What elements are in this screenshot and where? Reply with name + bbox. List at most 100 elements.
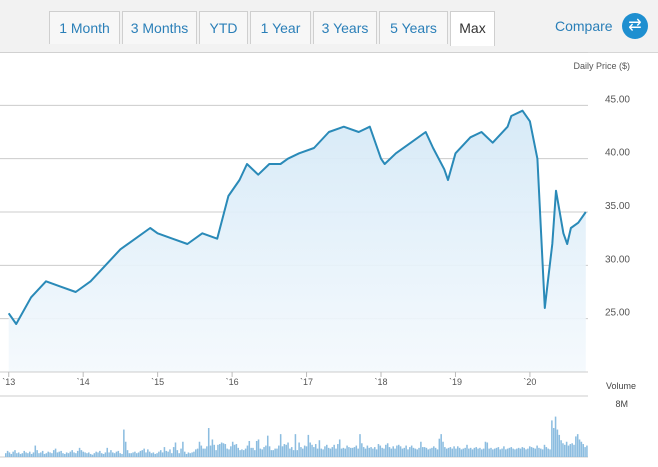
y-tick-label: 25.00 [605, 308, 630, 319]
volume-bar [322, 449, 324, 458]
volume-bar [484, 441, 487, 457]
volume-bar [469, 447, 472, 457]
volume-bar [390, 448, 393, 457]
volume-bar [436, 449, 439, 458]
volume-bar [397, 444, 400, 457]
volume-bar [261, 449, 263, 458]
tab-3-years[interactable]: 3 Years [313, 11, 377, 44]
tab-max[interactable]: Max [450, 11, 495, 46]
volume-bar [412, 447, 415, 457]
volume-bar [135, 453, 138, 457]
volume-bar [196, 448, 199, 457]
volume-bar [453, 446, 455, 457]
volume-bar [95, 451, 97, 457]
volume-bar [243, 450, 245, 457]
volume-bar [307, 434, 310, 457]
volume-bar [303, 445, 306, 457]
volume-bar [110, 450, 112, 457]
tab-5-years[interactable]: 5 Years [379, 11, 448, 44]
volume-bar [172, 447, 175, 457]
volume-bar [565, 441, 568, 457]
volume-bar [394, 448, 396, 457]
volume-bar [536, 445, 538, 457]
volume-bar [159, 450, 162, 457]
volume-bar [23, 450, 25, 457]
volume-bar [575, 436, 577, 457]
y-tick-label: 35.00 [605, 201, 630, 212]
volume-bar [119, 453, 121, 457]
volume-bar [180, 448, 182, 457]
volume-bar [132, 452, 134, 458]
volume-bar [545, 447, 548, 457]
volume-bar [193, 451, 195, 457]
volume-bar [215, 450, 217, 457]
volume-bar [161, 452, 164, 458]
volume-bar [141, 450, 144, 457]
volume-bar [183, 451, 186, 457]
volume-bar [338, 439, 341, 457]
volume-bar [241, 449, 243, 458]
volume-bar [388, 447, 391, 457]
volume-bar [495, 447, 498, 457]
volume-bar [342, 447, 345, 457]
volume-bar [586, 445, 588, 457]
tab-3-months[interactable]: 3 Months [122, 11, 197, 44]
volume-bar [292, 450, 295, 457]
volume-bar [479, 447, 481, 457]
volume-bar [541, 449, 544, 458]
volume-bar [283, 444, 286, 457]
volume-bar [34, 445, 37, 457]
volume-bar [12, 451, 14, 457]
volume-bar [442, 441, 444, 457]
volume-bar [560, 440, 562, 458]
swap-arrows-icon[interactable]: ⇄ [622, 13, 648, 39]
volume-bar [457, 446, 459, 457]
volume-bar [224, 444, 227, 457]
tab-1-year[interactable]: 1 Year [250, 11, 311, 44]
tab-ytd[interactable]: YTD [199, 11, 248, 44]
volume-bar [19, 453, 22, 457]
volume-bar [423, 447, 426, 457]
volume-bar [449, 447, 452, 457]
volume-bar [504, 449, 507, 458]
volume-bar [47, 451, 49, 457]
tab-1-month[interactable]: 1 Month [49, 11, 120, 44]
volume-bar [248, 440, 251, 457]
price-line [7, 109, 587, 325]
volume-bars [0, 395, 588, 458]
x-tick-label: `14 [77, 377, 90, 387]
volume-bar [431, 447, 433, 457]
volume-bar [112, 452, 114, 458]
volume-bar [226, 448, 228, 457]
volume-bar [475, 447, 477, 457]
volume-bar [444, 447, 446, 457]
volume-bar [78, 447, 81, 457]
volume-bar [556, 429, 559, 457]
volume-bar [407, 449, 409, 458]
volume-bar [333, 444, 335, 457]
volume-bar [396, 445, 398, 457]
volume-bar [421, 447, 424, 457]
volume-bar [314, 444, 317, 457]
volume-bar [6, 450, 9, 457]
volume-bar [320, 448, 323, 457]
volume-bar [244, 448, 247, 457]
volume-bar [451, 448, 454, 457]
volume-bar [383, 448, 385, 457]
volume-bar [414, 448, 417, 457]
volume-bar [82, 451, 85, 457]
compare-button[interactable]: Compare [555, 18, 613, 34]
volume-bar [171, 453, 173, 457]
volume-bar [49, 452, 51, 458]
volume-bar [276, 448, 278, 457]
volume-bar [517, 447, 520, 457]
volume-bar [289, 448, 291, 457]
volume-bar [165, 450, 168, 457]
volume-bar [134, 451, 136, 457]
volume-bar [331, 447, 334, 457]
volume-bar [508, 447, 511, 457]
volume-bar [16, 453, 18, 457]
volume-bar [305, 446, 308, 457]
volume-bar [206, 446, 208, 457]
volume-label: Volume [606, 381, 636, 391]
